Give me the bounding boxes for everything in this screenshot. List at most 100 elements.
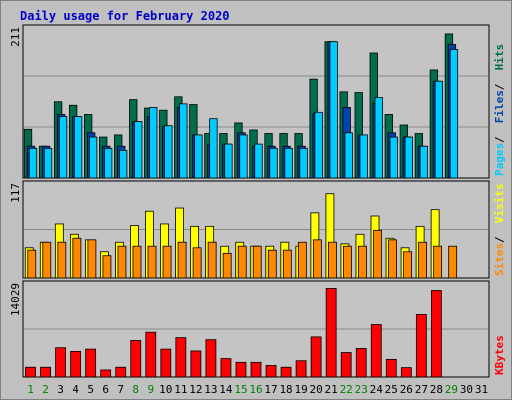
bar-pages-day-6 [104, 147, 113, 179]
y-max-label: 14029 [9, 283, 22, 316]
bar-kbytes-day-9 [145, 331, 157, 378]
bar-kbytes-day-5 [85, 348, 97, 378]
bar-sites-day-7 [117, 245, 127, 279]
panel-visits_sites: 117 Sites / Visits [9, 180, 506, 279]
x-tick-label: 22 [340, 383, 353, 396]
x-tick-label: 8 [132, 383, 139, 396]
bar-sites-day-19 [297, 241, 307, 279]
bar-sites-day-13 [207, 241, 217, 279]
legend-hits_files_pages: Pages / Files / Hits [493, 44, 506, 176]
x-tick-label: 11 [174, 383, 187, 396]
chart-title: Daily usage for February 2020 [20, 9, 230, 23]
legend-visits_sites: Sites / Visits [493, 183, 506, 276]
bar-sites-day-10 [162, 245, 172, 279]
legend-label-sites: Sites [493, 243, 506, 276]
x-tick-label: 3 [57, 383, 64, 396]
bar-kbytes-day-6 [100, 369, 112, 378]
legend-label-pages: Pages [493, 143, 506, 176]
legend-label-hits: Hits [493, 44, 506, 71]
bar-sites-day-14 [222, 252, 232, 279]
bar-pages-day-15 [239, 134, 248, 179]
y-max-label: 211 [9, 27, 22, 47]
bar-pages-day-23 [359, 134, 368, 179]
x-tick-label: 5 [87, 383, 94, 396]
bar-pages-day-18 [284, 147, 293, 179]
bar-sites-day-26 [403, 251, 412, 279]
bar-sites-day-3 [57, 241, 67, 279]
bar-kbytes-day-14 [220, 358, 232, 378]
bar-sites-day-27 [418, 241, 428, 279]
bar-pages-day-2 [43, 147, 53, 179]
legend-label-visits: Visits [493, 183, 506, 223]
bar-pages-day-12 [194, 134, 203, 179]
legend-kbytes: KBytes [493, 335, 506, 375]
x-tick-label: 7 [117, 383, 124, 396]
bar-sites-day-15 [237, 245, 247, 279]
bar-pages-day-17 [269, 147, 278, 179]
bar-sites-day-5 [87, 239, 97, 279]
bar-kbytes-day-23 [355, 348, 367, 378]
bar-kbytes-day-21 [325, 288, 337, 378]
legend-separator: / [493, 83, 506, 90]
bar-kbytes-day-15 [235, 361, 247, 378]
legend-separator: / [493, 236, 506, 243]
bar-pages-day-21 [329, 41, 338, 179]
y-max-label: 117 [9, 183, 22, 203]
x-tick-label: 20 [310, 383, 323, 396]
x-tick-label: 10 [159, 383, 172, 396]
bar-kbytes-day-22 [340, 352, 352, 378]
bar-sites-day-1 [27, 249, 37, 279]
bar-kbytes-day-8 [130, 340, 142, 378]
bar-sites-day-12 [192, 247, 202, 279]
bar-pages-day-8 [134, 121, 143, 179]
bar-kbytes-day-19 [295, 360, 307, 378]
bar-sites-day-24 [373, 229, 382, 279]
bar-sites-day-20 [312, 239, 322, 279]
bar-pages-day-10 [164, 125, 173, 179]
bar-sites-day-17 [267, 249, 277, 279]
bar-kbytes-day-28 [430, 290, 442, 378]
x-tick-label: 14 [219, 383, 233, 396]
bar-pages-day-22 [344, 132, 353, 179]
bar-sites-day-18 [282, 249, 292, 279]
bar-sites-day-2 [42, 241, 52, 279]
bar-sites-day-4 [72, 237, 82, 279]
x-tick-label: 16 [249, 383, 262, 396]
bar-pages-day-3 [58, 116, 68, 179]
x-tick-label: 31 [475, 383, 488, 396]
bar-sites-day-8 [132, 245, 142, 279]
bar-kbytes-day-3 [55, 347, 66, 378]
bar-sites-day-23 [358, 245, 367, 279]
panel-hits_files_pages: 211 Pages / Files / Hits [9, 24, 506, 179]
bar-sites-day-11 [177, 241, 187, 279]
x-tick-label: 30 [460, 383, 473, 396]
x-tick-label: 23 [355, 383, 368, 396]
bar-sites-day-25 [388, 239, 397, 279]
x-tick-label: 25 [385, 383, 398, 396]
bar-pages-day-16 [254, 143, 263, 179]
x-tick-label: 6 [102, 383, 109, 396]
bar-pages-day-11 [179, 103, 188, 179]
bar-pages-day-29 [449, 49, 459, 179]
bar-pages-day-5 [88, 136, 98, 179]
bar-pages-day-19 [299, 147, 308, 179]
bar-pages-day-26 [404, 136, 413, 179]
bar-sites-day-28 [433, 245, 443, 279]
bar-sites-day-29 [448, 245, 458, 279]
bar-kbytes-day-4 [70, 351, 82, 378]
x-tick-label: 17 [264, 383, 277, 396]
bar-kbytes-day-11 [175, 337, 187, 378]
x-tick-label: 4 [72, 383, 79, 396]
x-tick-label: 19 [294, 383, 307, 396]
x-tick-label: 9 [147, 383, 154, 396]
x-tick-label: 2 [42, 383, 49, 396]
x-tick-label: 12 [189, 383, 202, 396]
legend-separator: / [493, 136, 506, 143]
x-tick-label: 29 [445, 383, 458, 396]
bar-sites-day-22 [343, 245, 352, 279]
bar-pages-day-7 [119, 150, 128, 179]
bar-pages-day-1 [28, 147, 38, 179]
bar-sites-day-21 [328, 241, 337, 279]
